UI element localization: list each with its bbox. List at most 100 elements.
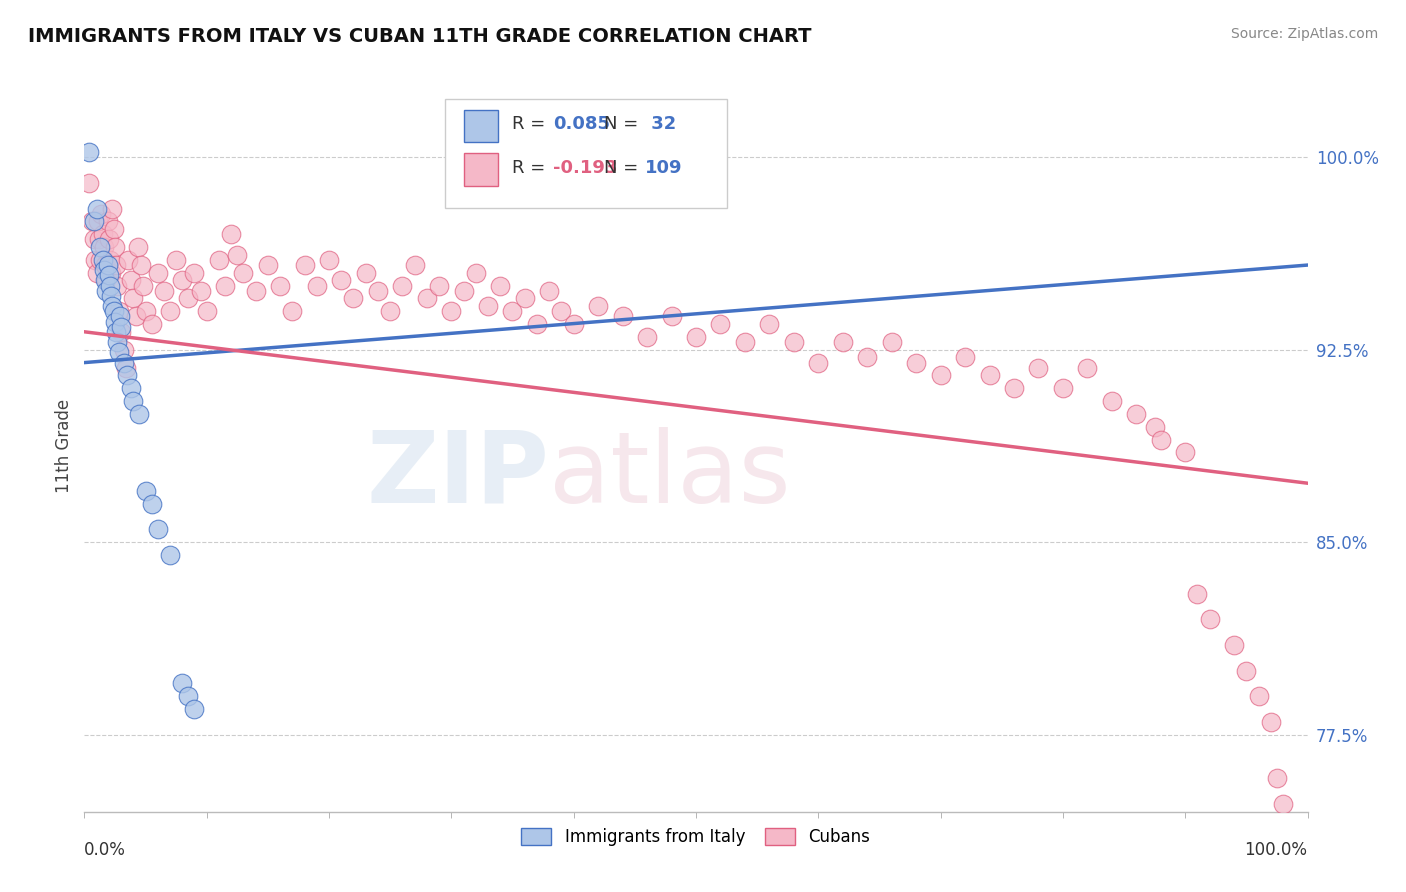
Point xyxy=(104,240,127,254)
Point xyxy=(661,310,683,324)
Point xyxy=(1260,714,1282,729)
Point xyxy=(929,368,952,383)
Point xyxy=(105,278,128,293)
Point xyxy=(146,266,169,280)
Point xyxy=(159,304,181,318)
Point xyxy=(758,317,780,331)
Point xyxy=(83,232,105,246)
Point xyxy=(783,334,806,349)
Point xyxy=(135,304,157,318)
Point xyxy=(120,273,142,287)
Point xyxy=(96,284,118,298)
Point xyxy=(636,330,658,344)
Point xyxy=(905,355,928,369)
Point xyxy=(91,227,114,242)
Point xyxy=(153,284,176,298)
Point xyxy=(141,497,163,511)
Point xyxy=(141,317,163,331)
Text: R =: R = xyxy=(513,159,551,177)
Point xyxy=(489,278,512,293)
Point xyxy=(101,202,124,216)
Point xyxy=(342,292,364,306)
Point xyxy=(120,381,142,395)
Point xyxy=(177,690,200,704)
Point xyxy=(502,304,524,318)
Point xyxy=(86,202,108,216)
Text: 32: 32 xyxy=(644,115,676,133)
Point xyxy=(125,310,148,324)
Point xyxy=(122,292,145,306)
Text: Source: ZipAtlas.com: Source: ZipAtlas.com xyxy=(1230,27,1378,41)
Point xyxy=(586,299,609,313)
Point xyxy=(101,299,124,313)
FancyBboxPatch shape xyxy=(464,110,498,143)
Point xyxy=(94,273,117,287)
Point xyxy=(177,292,200,306)
Point xyxy=(93,240,115,254)
Text: 0.085: 0.085 xyxy=(553,115,610,133)
Point xyxy=(100,289,122,303)
Point xyxy=(86,266,108,280)
Point xyxy=(208,252,231,267)
Point xyxy=(105,258,128,272)
Point xyxy=(245,284,267,298)
Point xyxy=(112,355,135,369)
Point xyxy=(97,232,120,246)
Point xyxy=(1076,360,1098,375)
Point xyxy=(513,292,536,306)
Point xyxy=(427,278,450,293)
Point xyxy=(132,278,155,293)
Point xyxy=(98,278,121,293)
Point xyxy=(1028,360,1050,375)
Text: atlas: atlas xyxy=(550,426,790,524)
Point xyxy=(89,252,111,267)
Point xyxy=(129,258,152,272)
Point xyxy=(464,266,486,280)
Point xyxy=(105,325,128,339)
Text: 109: 109 xyxy=(644,159,682,177)
Point xyxy=(831,334,853,349)
Point xyxy=(128,407,150,421)
Point xyxy=(183,266,205,280)
Point xyxy=(159,548,181,562)
Text: N =: N = xyxy=(605,159,644,177)
Point xyxy=(80,214,103,228)
Point xyxy=(105,334,128,349)
Point xyxy=(979,368,1001,383)
Point xyxy=(367,284,389,298)
Point xyxy=(807,355,830,369)
Point xyxy=(91,252,114,267)
Legend: Immigrants from Italy, Cubans: Immigrants from Italy, Cubans xyxy=(513,820,879,855)
Point xyxy=(183,702,205,716)
Point xyxy=(146,523,169,537)
Text: -0.193: -0.193 xyxy=(553,159,617,177)
Point xyxy=(87,232,110,246)
Point xyxy=(115,360,138,375)
Point xyxy=(135,483,157,498)
Point xyxy=(953,351,976,365)
Point xyxy=(104,314,127,328)
Point xyxy=(1002,381,1025,395)
Point xyxy=(404,258,426,272)
Point xyxy=(1247,690,1270,704)
Point xyxy=(281,304,304,318)
Point xyxy=(84,252,107,267)
FancyBboxPatch shape xyxy=(464,153,498,186)
Point xyxy=(89,240,111,254)
Point xyxy=(96,273,118,287)
Point xyxy=(538,284,561,298)
Point xyxy=(1052,381,1074,395)
Point xyxy=(107,345,129,359)
Point xyxy=(305,278,328,293)
Text: N =: N = xyxy=(605,115,644,133)
Point xyxy=(107,304,129,318)
Point xyxy=(550,304,572,318)
Point xyxy=(612,310,634,324)
Point xyxy=(97,258,120,272)
FancyBboxPatch shape xyxy=(446,99,727,209)
Point xyxy=(77,145,100,160)
Point xyxy=(453,284,475,298)
Point xyxy=(1198,612,1220,626)
Point xyxy=(77,176,100,190)
Point xyxy=(318,252,340,267)
